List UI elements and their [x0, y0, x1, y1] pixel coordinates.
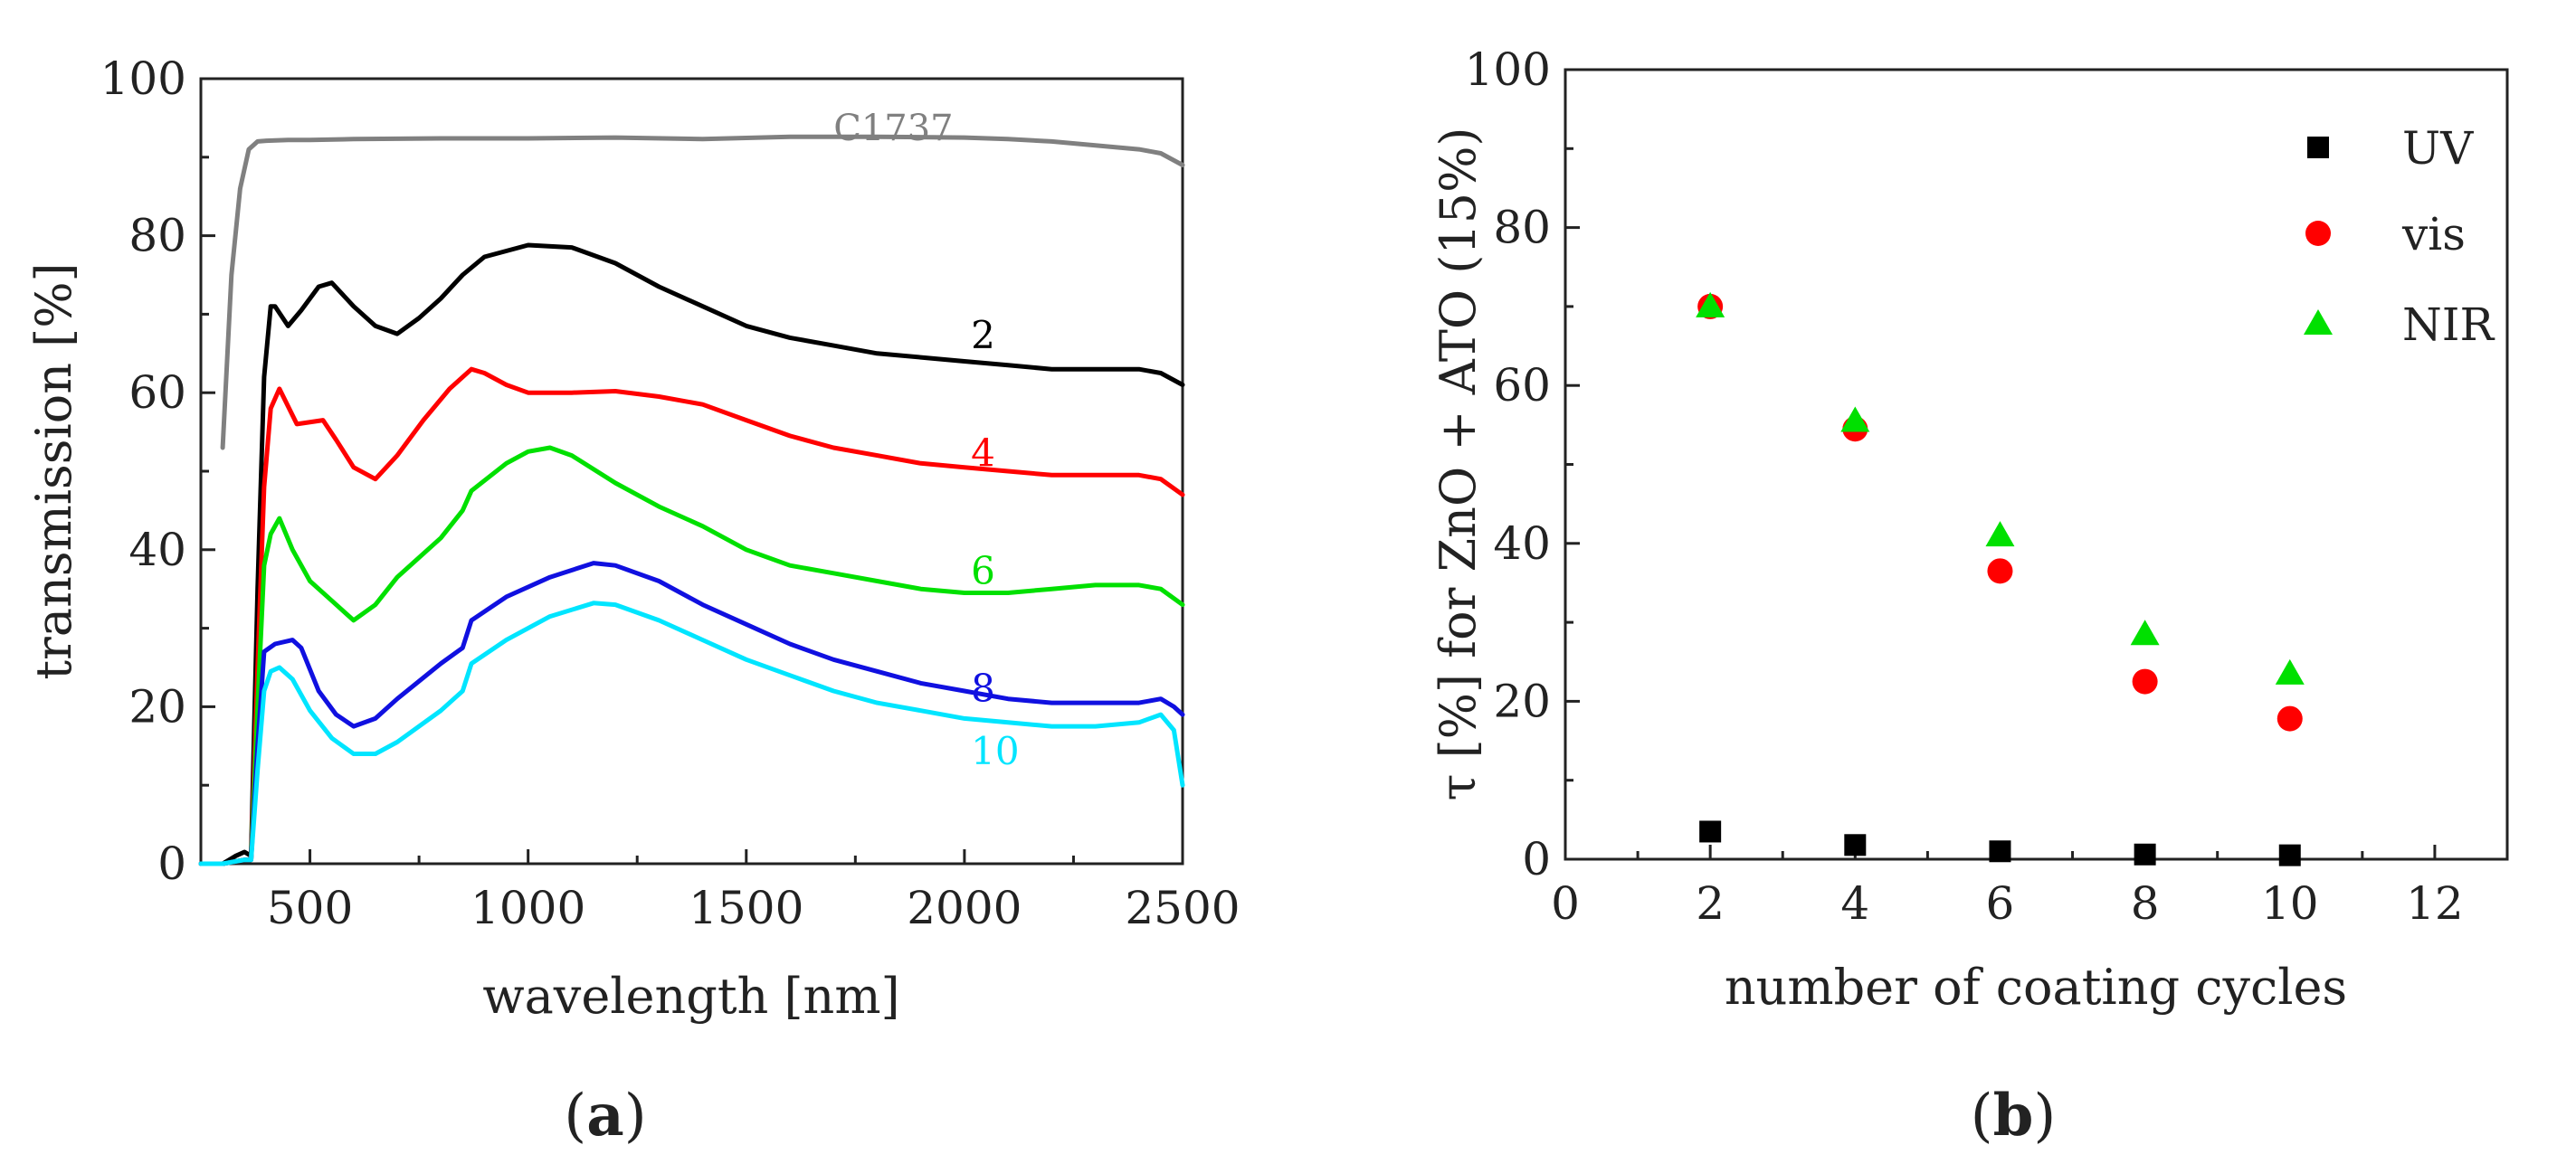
series-label-8: 8 [971, 667, 995, 711]
panel-b-x-tick-label: 6 [1986, 877, 2015, 930]
panel-b-y-axis-title: τ [%] for ZnO + ATO (15%) [1430, 128, 1487, 801]
series-label-10: 10 [971, 729, 1019, 773]
point-uv [1699, 820, 1722, 843]
panel-a-y-axis-title: transmission [%] [25, 262, 82, 679]
panel-b-x-tick-label: 8 [2131, 877, 2160, 930]
point-uv [2278, 844, 2301, 866]
panel-a-label: (a) [564, 1082, 646, 1150]
legend-label-nir: NIR [2402, 298, 2495, 351]
panel-a-x-ticks: 500 1000 1500 2000 2500 [199, 849, 1240, 934]
panel-b-legend: UV vis NIR [2304, 122, 2495, 351]
panel-a-transmission-chart: 500 1000 1500 2000 2500 0 20 40 60 80 100 C1737 2 4… [25, 52, 1240, 1025]
panel-a-y-tick-label: 100 [100, 52, 186, 105]
panel-a-y-tick-label: 20 [128, 680, 186, 733]
legend-marker-nir [2304, 309, 2333, 335]
panel-b-x-tick-label: 2 [1696, 877, 1725, 930]
panel-b-x-ticks: 0 2 4 6 8 10 12 [1551, 845, 2509, 930]
point-nir [1840, 406, 1870, 432]
panel-a-x-tick-label: 500 [267, 882, 353, 934]
panel-b-y-tick-label: 100 [1465, 43, 1551, 96]
panel-a-y-tick-label: 80 [128, 210, 186, 262]
point-nir [1696, 291, 1725, 317]
series-label-4: 4 [971, 431, 995, 475]
panel-b-y-tick-label: 60 [1493, 359, 1551, 412]
panel-a-y-tick-label: 40 [128, 524, 186, 576]
panel-b-points [1696, 291, 2305, 866]
series-line-c1737 [220, 134, 1185, 450]
panel-a-y-tick-label: 60 [128, 366, 186, 419]
panel-b-plot-frame [1564, 68, 2509, 861]
legend-marker-uv [2307, 137, 2329, 158]
series-line-10 [198, 601, 1185, 866]
point-nir [2130, 620, 2160, 646]
panel-a-series [198, 134, 1185, 866]
panel-a-series-labels: C1737 2 4 6 8 10 [833, 108, 1019, 773]
series-label-2: 2 [971, 313, 995, 357]
panel-b-y-ticks: 0 20 40 60 80 100 [1465, 43, 1580, 885]
point-nir [1985, 521, 2015, 547]
series-line-8 [198, 561, 1185, 866]
panel-a-y-ticks: 0 20 40 60 80 100 [100, 52, 215, 890]
panel-a-x-tick-label: 1500 [689, 882, 803, 934]
panel-b-x-tick-label: 10 [2261, 877, 2319, 930]
panel-b-x-axis-title: number of coating cycles [1725, 959, 2347, 1016]
legend-label-uv: UV [2402, 122, 2474, 175]
panel-a-x-axis-title: wavelength [nm] [482, 968, 899, 1025]
panel-b-x-tick-label: 12 [2406, 877, 2464, 930]
panel-a-y-tick-label: 0 [157, 838, 186, 890]
series-line-2 [198, 242, 1185, 866]
point-vis [2132, 668, 2158, 695]
point-nir [2275, 658, 2305, 685]
point-vis [1987, 558, 2013, 584]
point-uv [2134, 843, 2156, 866]
panel-a-plot-frame [199, 77, 1184, 866]
point-uv [1844, 834, 1867, 856]
panel-b-y-tick-label: 20 [1493, 675, 1551, 727]
panel-b-y-tick-label: 40 [1493, 517, 1551, 570]
panel-a-x-tick-label: 2000 [907, 882, 1022, 934]
point-vis [2277, 705, 2303, 732]
panel-b-label: (b) [1971, 1082, 2057, 1150]
panel-a-x-tick-label: 1000 [471, 882, 585, 934]
panel-b-y-tick-label: 0 [1522, 833, 1551, 885]
legend-label-vis: vis [2401, 208, 2466, 260]
legend-marker-vis [2305, 221, 2331, 246]
series-label-c1737: C1737 [833, 108, 953, 149]
series-line-4 [198, 366, 1185, 866]
panel-a-x-tick-label: 2500 [1125, 882, 1240, 934]
panel-b-x-tick-label: 4 [1840, 877, 1869, 930]
panel-b-x-tick-label: 0 [1551, 877, 1580, 930]
series-label-6: 6 [971, 549, 995, 593]
panel-b-scatter-chart: 0 2 4 6 8 10 12 0 20 40 60 80 100 UV vis NIR number o… [1430, 43, 2509, 1016]
series-line-6 [198, 445, 1185, 866]
point-uv [1989, 840, 2011, 863]
panel-b-y-tick-label: 80 [1493, 202, 1551, 254]
